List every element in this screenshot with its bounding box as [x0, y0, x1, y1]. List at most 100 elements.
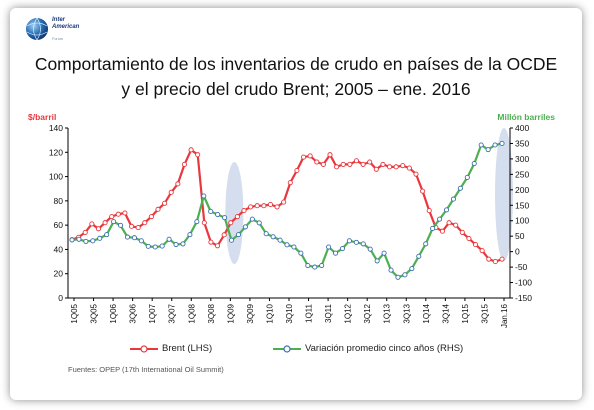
point-variation [450, 196, 457, 202]
x-tick-label: 1Q06 [109, 303, 118, 323]
right-tick-label: 150 [515, 200, 529, 210]
chart-legend: Brent (LHS) Variación promedio cinco año… [10, 339, 582, 361]
point-brent [314, 159, 320, 165]
point-brent [413, 171, 419, 177]
left-tick-label: 0 [58, 293, 63, 303]
point-variation [402, 272, 408, 278]
point-variation [374, 258, 380, 264]
point-brent [334, 164, 340, 170]
legend-label-variation: Variación promedio cinco años (RHS) [305, 343, 464, 354]
point-brent [294, 167, 300, 174]
point-variation [326, 244, 332, 250]
point-variation [443, 207, 450, 213]
slide-card: Inter American Forum Comportamiento de l… [10, 8, 582, 400]
point-variation [416, 253, 422, 259]
point-brent [446, 220, 452, 226]
point-variation [367, 246, 373, 252]
point-brent [420, 188, 426, 194]
right-tick-label: 0 [515, 247, 520, 257]
point-brent [115, 211, 121, 217]
point-variation [124, 234, 131, 240]
point-brent [380, 161, 386, 167]
point-variation [117, 222, 124, 228]
point-variation [305, 262, 311, 269]
point-variation [312, 264, 318, 270]
point-brent [486, 256, 492, 262]
right-tick-label: 350 [515, 138, 529, 148]
point-variation [319, 262, 325, 269]
x-tick-label: 3Q08 [207, 303, 216, 323]
chart-title: Comportamiento de los inventarios de cru… [34, 54, 558, 99]
point-brent [254, 203, 260, 209]
x-tick-label: 3Q10 [285, 303, 294, 323]
point-brent [201, 220, 207, 226]
point-variation [332, 250, 339, 256]
legend-item-brent: Brent (LHS) [130, 343, 212, 354]
right-tick-label: -50 [515, 262, 528, 272]
x-tick-label: 1Q14 [422, 303, 431, 323]
point-brent [360, 161, 366, 167]
point-brent [168, 189, 174, 195]
point-brent [148, 214, 154, 220]
right-tick-label: 200 [515, 185, 529, 195]
x-tick-label: 3Q05 [90, 303, 99, 323]
x-tick-label: 3Q13 [402, 303, 411, 323]
x-tick-label: 3Q11 [324, 303, 333, 323]
point-brent [241, 208, 247, 214]
left-tick-label: 100 [49, 172, 63, 182]
point-brent [320, 161, 326, 167]
x-tick-label: 1Q08 [187, 303, 196, 323]
right-tick-label: -150 [515, 293, 532, 303]
point-variation [256, 220, 262, 226]
point-brent [234, 214, 240, 220]
right-tick-label: 300 [515, 154, 529, 164]
point-brent [327, 152, 333, 158]
x-tick-label: 1Q09 [226, 303, 235, 323]
point-brent [466, 235, 472, 242]
logo-text: Inter American [52, 17, 80, 30]
chart-area: 0 20 40 60 80 100 120 140 -150 -100 -50 0 50 100 150 20… [28, 112, 555, 328]
point-variation [353, 239, 359, 245]
point-brent [267, 201, 274, 208]
point-variation [485, 147, 491, 153]
point-variation [360, 241, 366, 247]
left-tick-label: 20 [54, 269, 64, 279]
point-brent [135, 225, 141, 231]
legend-swatch-variation [273, 344, 301, 353]
point-brent [82, 229, 88, 235]
point-variation [388, 267, 394, 273]
point-variation [69, 237, 75, 243]
point-brent [479, 248, 485, 254]
point-brent [128, 223, 135, 229]
point-brent [214, 243, 221, 249]
point-brent [453, 222, 459, 228]
point-variation [90, 238, 96, 244]
point-variation [346, 238, 352, 244]
point-brent [426, 208, 432, 214]
point-brent [89, 221, 95, 227]
point-brent [109, 214, 115, 220]
point-variation [173, 241, 179, 248]
point-variation [222, 215, 228, 221]
point-variation [291, 244, 297, 250]
x-tick-label: 1Q10 [265, 303, 274, 323]
left-tick-label: 140 [49, 123, 63, 133]
left-tick-label: 40 [54, 244, 64, 254]
right-tick-label: -100 [515, 278, 532, 288]
point-variation [471, 160, 477, 167]
legend-swatch-brent [130, 344, 158, 353]
point-variation [131, 235, 137, 241]
point-brent [472, 242, 479, 248]
point-brent [300, 154, 307, 160]
point-variation [284, 242, 290, 248]
x-tick-label: 3Q15 [480, 303, 489, 323]
point-brent [367, 159, 373, 165]
x-tick-label: 1Q07 [148, 303, 157, 323]
left-tick-label: 120 [49, 147, 63, 157]
point-variation [270, 234, 276, 240]
point-brent [400, 163, 406, 169]
point-brent [122, 210, 128, 216]
highlight-ellipse [495, 128, 513, 261]
x-tick-label: 1Q11 [305, 303, 314, 323]
point-brent [492, 259, 498, 265]
